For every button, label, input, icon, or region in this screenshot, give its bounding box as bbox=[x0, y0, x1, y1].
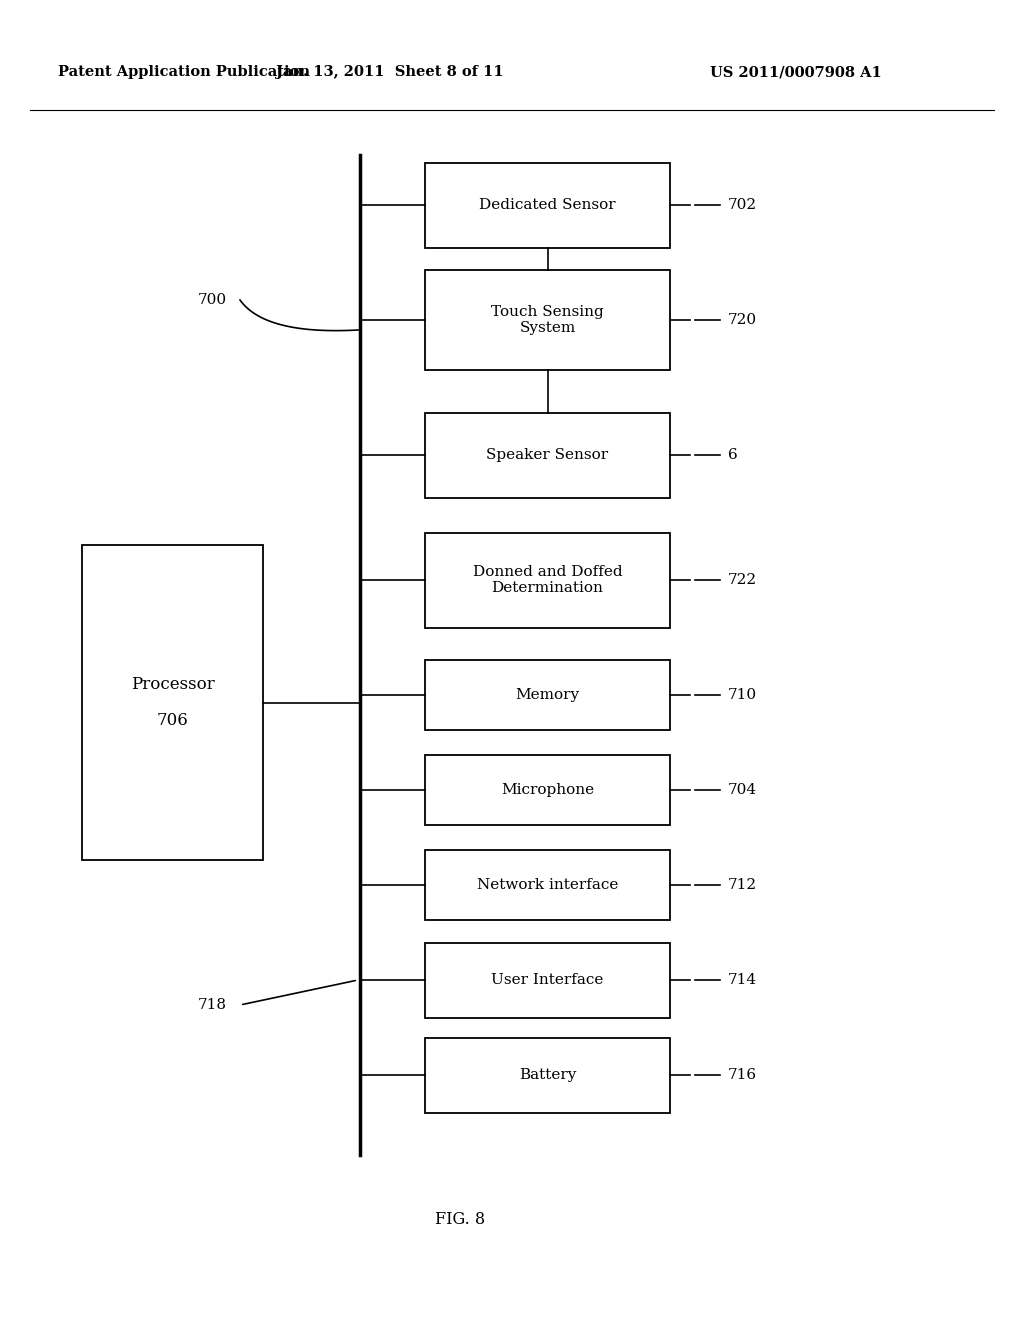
Text: 704: 704 bbox=[728, 783, 757, 797]
Bar bbox=[425, 660, 670, 730]
Text: User Interface: User Interface bbox=[492, 973, 604, 987]
Text: Speaker Sensor: Speaker Sensor bbox=[486, 447, 608, 462]
Text: 700: 700 bbox=[198, 293, 227, 308]
Text: Microphone: Microphone bbox=[501, 783, 594, 797]
Text: Patent Application Publication: Patent Application Publication bbox=[58, 65, 310, 79]
Text: 722: 722 bbox=[728, 573, 757, 587]
Bar bbox=[425, 755, 670, 825]
Text: FIG. 8: FIG. 8 bbox=[435, 1212, 485, 1229]
Text: 714: 714 bbox=[728, 973, 757, 987]
Bar bbox=[425, 412, 670, 498]
Text: 718: 718 bbox=[198, 998, 227, 1012]
Text: Touch Sensing
System: Touch Sensing System bbox=[492, 305, 604, 335]
Bar bbox=[425, 271, 670, 370]
Bar bbox=[425, 850, 670, 920]
Text: 706: 706 bbox=[157, 711, 188, 729]
Text: 710: 710 bbox=[728, 688, 757, 702]
Text: 702: 702 bbox=[728, 198, 757, 213]
Bar bbox=[425, 532, 670, 627]
Bar bbox=[82, 545, 263, 861]
Text: Memory: Memory bbox=[515, 688, 580, 702]
Text: Network interface: Network interface bbox=[477, 878, 618, 892]
Text: 720: 720 bbox=[728, 313, 757, 327]
Text: US 2011/0007908 A1: US 2011/0007908 A1 bbox=[710, 65, 882, 79]
Text: Battery: Battery bbox=[519, 1068, 577, 1082]
Bar bbox=[425, 162, 670, 248]
Text: Processor: Processor bbox=[131, 676, 214, 693]
Text: 6: 6 bbox=[728, 447, 737, 462]
Text: 716: 716 bbox=[728, 1068, 757, 1082]
Bar bbox=[425, 1038, 670, 1113]
Text: Jan. 13, 2011  Sheet 8 of 11: Jan. 13, 2011 Sheet 8 of 11 bbox=[276, 65, 504, 79]
Text: Donned and Doffed
Determination: Donned and Doffed Determination bbox=[473, 565, 623, 595]
Text: Dedicated Sensor: Dedicated Sensor bbox=[479, 198, 615, 213]
Bar bbox=[425, 942, 670, 1018]
Text: 712: 712 bbox=[728, 878, 757, 892]
